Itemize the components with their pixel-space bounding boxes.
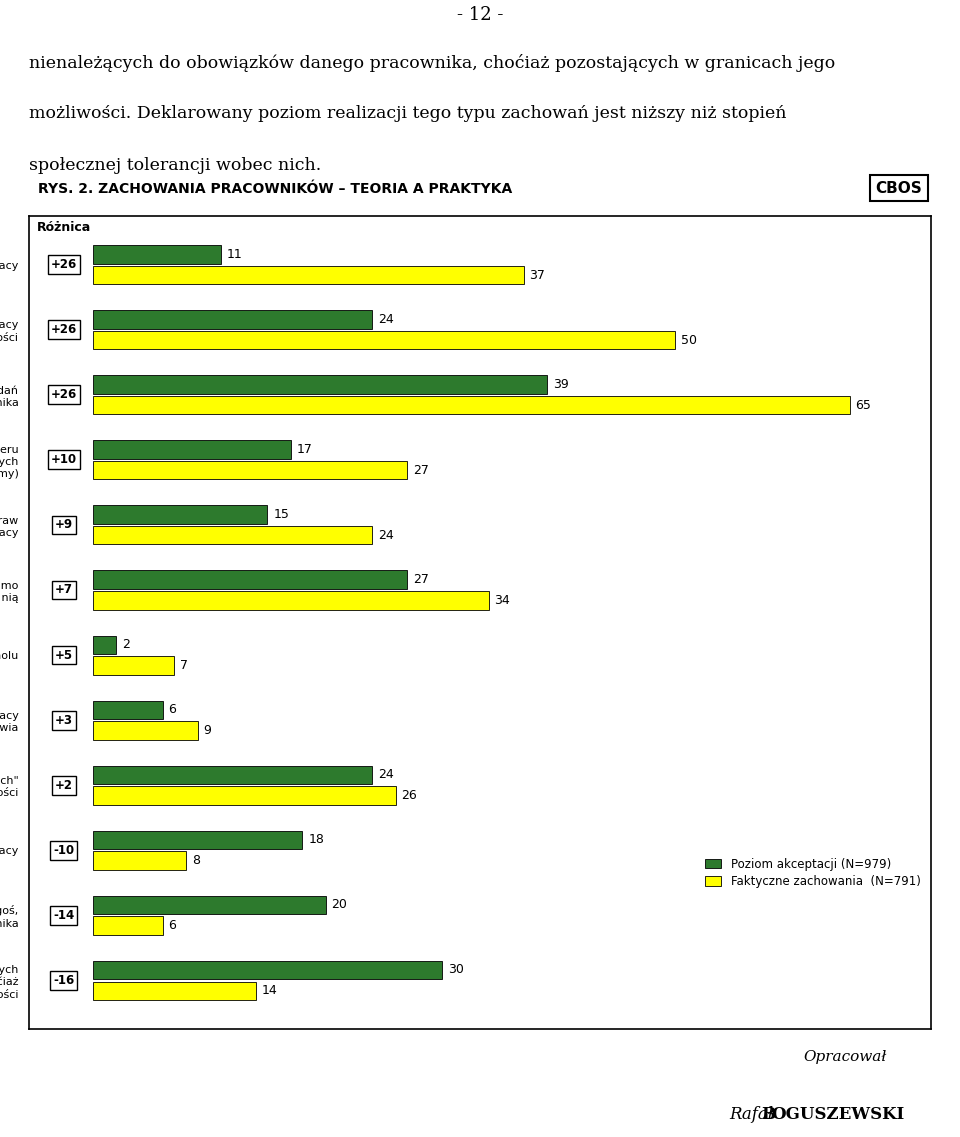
- Text: +26: +26: [51, 389, 77, 401]
- Text: +9: +9: [55, 518, 73, 531]
- Text: -14: -14: [53, 908, 74, 922]
- Bar: [93, 396, 850, 414]
- Bar: [93, 462, 407, 480]
- Text: społecznej tolerancji wobec nich.: społecznej tolerancji wobec nich.: [29, 157, 321, 174]
- Text: 37: 37: [530, 268, 545, 282]
- Text: +10: +10: [51, 454, 77, 466]
- Bar: [93, 440, 291, 458]
- Text: +2: +2: [55, 779, 73, 791]
- Bar: [93, 961, 443, 979]
- Text: 20: 20: [331, 898, 348, 911]
- Text: +26: +26: [51, 323, 77, 337]
- Bar: [93, 375, 547, 393]
- Text: 39: 39: [553, 377, 568, 391]
- Bar: [93, 981, 256, 999]
- Bar: [93, 246, 221, 264]
- Bar: [93, 266, 523, 284]
- Text: 2: 2: [122, 638, 130, 652]
- Bar: [93, 636, 116, 654]
- Text: -10: -10: [53, 844, 74, 856]
- Text: - 12 -: - 12 -: [457, 6, 503, 24]
- Bar: [93, 896, 325, 914]
- Text: możliwości. Deklarowany poziom realizacji tego typu zachowań jest niższy niż sto: możliwości. Deklarowany poziom realizacj…: [29, 106, 786, 123]
- Text: RYS. 2. ZACHOWANIA PRACOWNIKÓW – TEORIA A PRAKTYKA: RYS. 2. ZACHOWANIA PRACOWNIKÓW – TEORIA …: [37, 182, 512, 196]
- Bar: [93, 700, 162, 719]
- Text: 26: 26: [401, 789, 418, 802]
- Bar: [93, 831, 302, 849]
- Text: 6: 6: [169, 703, 177, 716]
- Text: 50: 50: [681, 334, 697, 347]
- Text: +7: +7: [55, 583, 73, 597]
- Text: Rafał: Rafał: [730, 1106, 779, 1123]
- Text: 11: 11: [227, 248, 243, 260]
- Bar: [93, 591, 489, 609]
- Text: 34: 34: [494, 594, 511, 607]
- Text: +26: +26: [51, 258, 77, 272]
- Bar: [93, 310, 372, 329]
- Text: OGUSZEWSKI: OGUSZEWSKI: [771, 1106, 904, 1123]
- Bar: [93, 656, 175, 674]
- Text: 30: 30: [448, 963, 464, 977]
- Bar: [93, 765, 372, 783]
- Text: +5: +5: [55, 648, 73, 662]
- Bar: [93, 331, 675, 349]
- Bar: [93, 916, 162, 935]
- Text: 24: 24: [378, 769, 394, 781]
- Text: Opracował: Opracował: [804, 1051, 886, 1064]
- Bar: [93, 526, 372, 545]
- Text: -16: -16: [53, 973, 74, 987]
- Legend: Poziom akceptacji (N=979), Faktyczne zachowania  (N=791): Poziom akceptacji (N=979), Faktyczne zac…: [700, 853, 925, 893]
- Text: 7: 7: [180, 659, 188, 672]
- Text: 27: 27: [413, 573, 429, 586]
- Bar: [93, 852, 186, 870]
- Text: 17: 17: [297, 443, 313, 456]
- Text: 6: 6: [169, 919, 177, 932]
- Text: Różnica: Różnica: [36, 222, 91, 234]
- Text: +3: +3: [55, 714, 73, 727]
- Text: CBOS: CBOS: [876, 181, 923, 196]
- Text: 9: 9: [204, 724, 211, 737]
- Text: 24: 24: [378, 529, 394, 542]
- Text: 15: 15: [274, 508, 289, 521]
- Text: 8: 8: [192, 854, 200, 868]
- Text: 24: 24: [378, 313, 394, 326]
- Bar: [93, 787, 396, 805]
- Bar: [93, 506, 268, 524]
- Bar: [93, 721, 198, 739]
- Text: 14: 14: [262, 985, 277, 997]
- Text: 18: 18: [308, 833, 324, 846]
- Text: nienależących do obowiązków danego pracownika, choćiaż pozostających w granicach: nienależących do obowiązków danego praco…: [29, 53, 835, 72]
- Text: B: B: [761, 1106, 776, 1123]
- Bar: [93, 571, 407, 589]
- Text: 27: 27: [413, 464, 429, 476]
- Text: 65: 65: [855, 399, 872, 412]
